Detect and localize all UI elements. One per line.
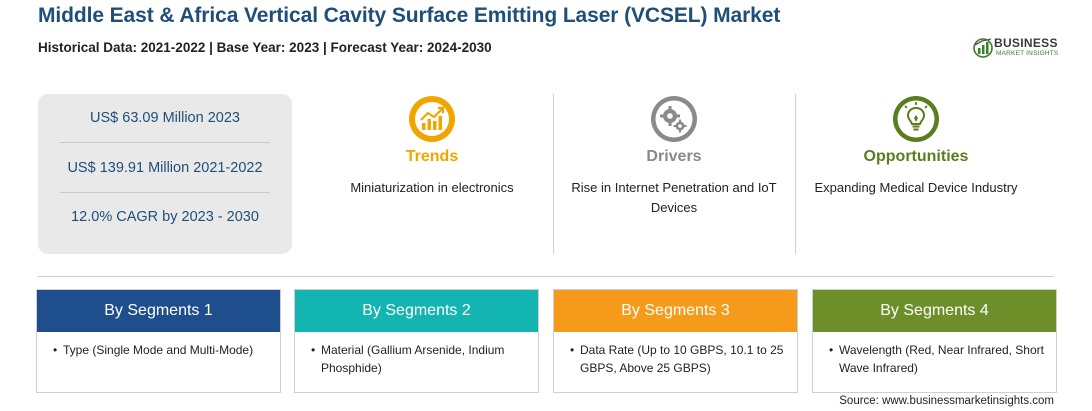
logo-tagline: MARKET INSIGHTS [996, 50, 1059, 57]
logo-globe-icon [973, 38, 993, 58]
opportunities-text: Expanding Medical Device Industry [814, 180, 1018, 195]
brand-logo: BUSINESS MARKET INSIGHTS [972, 34, 1062, 60]
segment-1-item: Type (Single Mode and Multi-Mode) [53, 341, 268, 359]
segment-card-2: By Segments 2 Material (Gallium Arsenide… [294, 289, 539, 393]
stat-divider [60, 142, 270, 143]
segment-card-1: By Segments 1 Type (Single Mode and Mult… [36, 289, 281, 393]
drivers-label: Drivers [646, 148, 702, 165]
stat-historical-value: US$ 139.91 Million 2021-2022 [67, 160, 263, 176]
segment-card-4: By Segments 4 Wavelength (Red, Near Infr… [812, 289, 1057, 393]
page-title: Middle East & Africa Vertical Cavity Sur… [38, 4, 781, 27]
segment-2-item: Material (Gallium Arsenide, Indium Phosp… [311, 341, 526, 377]
segment-1-header: By Segments 1 [37, 290, 280, 332]
segment-card-3: By Segments 3 Data Rate (Up to 10 GBPS, … [553, 289, 798, 393]
segment-3-header: By Segments 3 [554, 290, 797, 332]
stat-cagr: 12.0% CAGR by 2023 - 2030 [71, 209, 259, 225]
segment-4-header: By Segments 4 [813, 290, 1056, 332]
column-divider [553, 94, 554, 254]
source-credit: Source: www.businessmarketinsights.com [839, 395, 1054, 407]
trends-text: Miniaturization in electronics [350, 180, 514, 195]
segment-4-item: Wavelength (Red, Near Infrared, Short Wa… [829, 341, 1044, 377]
segment-2-header: By Segments 2 [295, 290, 538, 332]
page-subtitle: Historical Data: 2021-2022 | Base Year: … [38, 40, 492, 55]
column-divider [795, 94, 796, 254]
logo-wordmark: BUSINESS [994, 36, 1058, 50]
section-divider [38, 276, 1054, 277]
stat-market-value: US$ 63.09 Million 2023 [90, 110, 240, 126]
market-stats-panel: US$ 63.09 Million 2023 US$ 139.91 Millio… [38, 94, 292, 254]
drivers-text: Rise in Internet Penetration and IoT Dev… [571, 180, 777, 215]
segment-3-item: Data Rate (Up to 10 GBPS, 10.1 to 25 GBP… [570, 341, 785, 377]
gears-icon [651, 96, 697, 142]
lightbulb-icon [893, 96, 939, 142]
opportunities-label: Opportunities [863, 148, 969, 165]
trends-label: Trends [405, 148, 459, 165]
stat-divider [60, 192, 270, 193]
trend-chart-icon [409, 96, 455, 142]
